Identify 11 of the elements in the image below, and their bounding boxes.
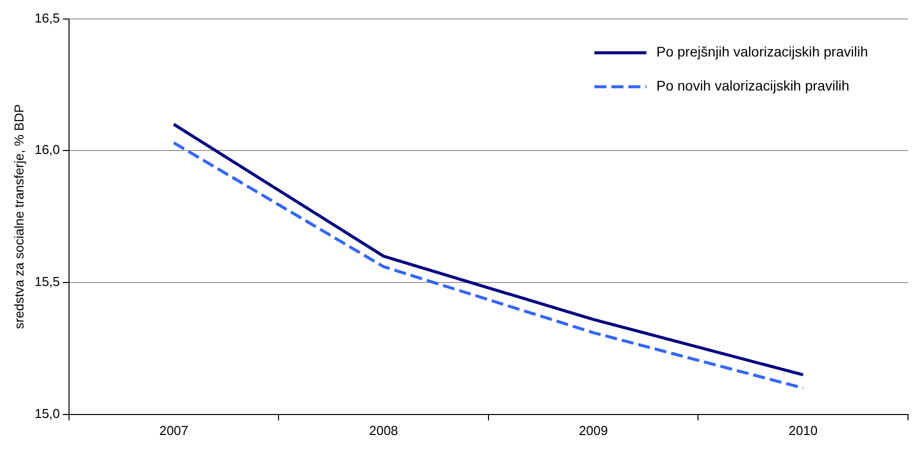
- legend-label: Po prejšnjih valorizacijskih pravilih: [656, 44, 868, 60]
- y-tick-label: 15,0: [34, 406, 60, 421]
- x-tick-label: 2009: [578, 422, 608, 438]
- x-tick-label: 2008: [369, 422, 398, 438]
- y-tick-label: 16,5: [34, 10, 60, 26]
- y-tick-label: 15,5: [34, 274, 60, 290]
- y-tick-label: 16,0: [34, 142, 60, 158]
- x-tick-label: 2010: [788, 422, 818, 438]
- y-axis-title: sredstva za socialne transferje, % BDP: [11, 104, 26, 329]
- x-tick-label: 2007: [159, 422, 188, 438]
- legend-label: Po novih valorizacijskih pravilih: [656, 78, 850, 94]
